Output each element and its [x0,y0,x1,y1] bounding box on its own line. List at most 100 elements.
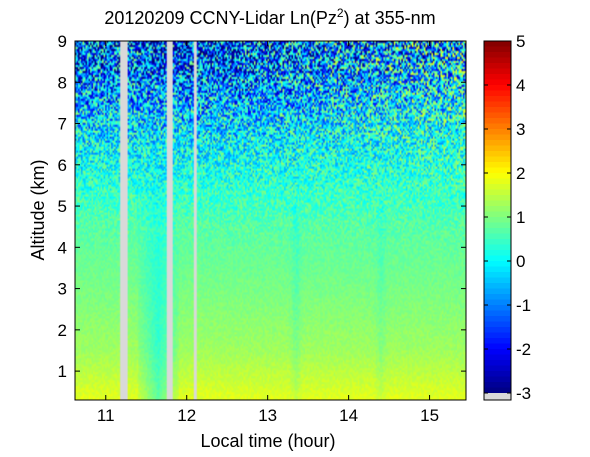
y-axis-ticks: 1 2 3 4 5 6 7 8 9 [58,32,466,381]
colorbar-swatch [484,338,511,345]
colorbar-swatch [484,316,511,323]
colorbar-swatch [484,305,511,312]
colorbar-swatch [484,151,511,158]
colorbar-swatch [484,189,511,196]
colorbar-swatch [484,52,511,59]
colorbar-tick-label: -1 [516,296,531,315]
colorbar-swatch [484,343,511,350]
x-axis-label: Local time (hour) [200,431,335,451]
colorbar-swatch [484,371,511,378]
colorbar-swatch [484,90,511,97]
colorbar-swatch [484,184,511,191]
colorbar-swatch [484,239,511,246]
colorbar-swatch [484,255,511,262]
colorbar-swatch [484,140,511,147]
colorbar-tick-label: -2 [516,340,531,359]
colorbar-swatch [484,376,511,383]
colorbar-tick-label: 3 [516,120,525,139]
colorbar-swatch [484,162,511,169]
colorbar-swatch [484,41,511,48]
colorbar-swatch [484,277,511,284]
colorbar-swatch [484,123,511,130]
colorbar-swatch [484,228,511,235]
colorbar-swatch [484,145,511,152]
colorbar-ticks: -3 -2 -1 0 1 2 3 4 5 [484,32,531,403]
y-tick-label: 3 [58,280,67,299]
colorbar-swatch [484,299,511,306]
x-tick-label: 13 [258,406,277,425]
chart-title: 20120209 CCNY-Lidar Ln(Pz2) at 355-nm [104,6,435,28]
colorbar-swatch [484,244,511,251]
y-tick-label: 1 [58,362,67,381]
colorbar-tick-label: 0 [516,252,525,271]
colorbar-swatch [484,68,511,75]
colorbar-swatch [484,321,511,328]
colorbar-swatch [484,327,511,334]
colorbar-swatch [484,85,511,92]
title-main: 20120209 CCNY-Lidar Ln(Pz [104,8,336,28]
colorbar-swatch [484,332,511,339]
y-tick-label: 5 [58,197,67,216]
colorbar-swatch [484,365,511,372]
colorbar-swatch [484,178,511,185]
colorbar: -3 -2 -1 0 1 2 3 4 5 [483,32,531,403]
x-tick-label: 11 [97,406,115,425]
colorbar-swatch [484,217,511,224]
colorbar-swatch [484,134,511,141]
x-axis-ticks: 11 12 13 14 15 [97,41,439,425]
y-tick-label: 7 [58,115,67,134]
colorbar-missing-swatch [484,393,511,400]
colorbar-swatch [484,63,511,70]
colorbar-swatch [484,74,511,81]
colorbar-swatch [484,79,511,86]
y-tick-label: 6 [58,156,67,175]
colorbar-swatch [484,167,511,174]
colorbar-swatch [484,250,511,257]
colorbar-swatch [484,272,511,279]
colorbar-swatch [484,349,511,356]
colorbar-tick-label: 1 [516,208,525,227]
title-end: ) at 355-nm [344,8,436,28]
y-tick-label: 4 [58,238,67,257]
colorbar-swatch [484,211,511,218]
colorbar-swatch [484,233,511,240]
y-tick-label: 9 [58,32,67,51]
colorbar-swatch [484,310,511,317]
colorbar-frame [483,40,512,401]
colorbar-swatch [484,101,511,108]
colorbar-tick-label: 5 [516,32,525,51]
y-axis-label: Altitude (km) [28,159,48,260]
colorbar-swatch [484,283,511,290]
colorbar-swatch [484,118,511,125]
colorbar-tick-label: 4 [516,76,525,95]
colorbar-swatch [484,107,511,114]
colorbar-swatch [484,360,511,367]
colorbar-swatch [484,57,511,64]
y-tick-label: 2 [58,321,67,340]
colorbar-swatch [484,222,511,229]
colorbar-tick-label: -3 [516,384,531,403]
colorbar-tick-label: 2 [516,164,525,183]
colorbar-swatch [484,206,511,213]
colorbar-swatch [484,46,511,53]
colorbar-swatch [484,382,511,389]
title-superscript: 2 [337,6,344,20]
colorbar-swatch [484,112,511,119]
colorbar-swatch [484,294,511,301]
plot-frame [74,40,467,401]
y-tick-label: 8 [58,73,67,92]
x-tick-label: 15 [420,406,439,425]
colorbar-swatch [484,354,511,361]
x-tick-label: 14 [339,406,358,425]
colorbar-swatch [484,195,511,202]
colorbar-swatch [484,173,511,180]
colorbar-swatch [484,266,511,273]
x-tick-label: 12 [177,406,196,425]
heatmap-cells [75,41,466,400]
colorbar-swatch [484,200,511,207]
colorbar-swatch [484,261,511,268]
colorbar-swatch [484,288,511,295]
colorbar-gradient [484,41,511,400]
